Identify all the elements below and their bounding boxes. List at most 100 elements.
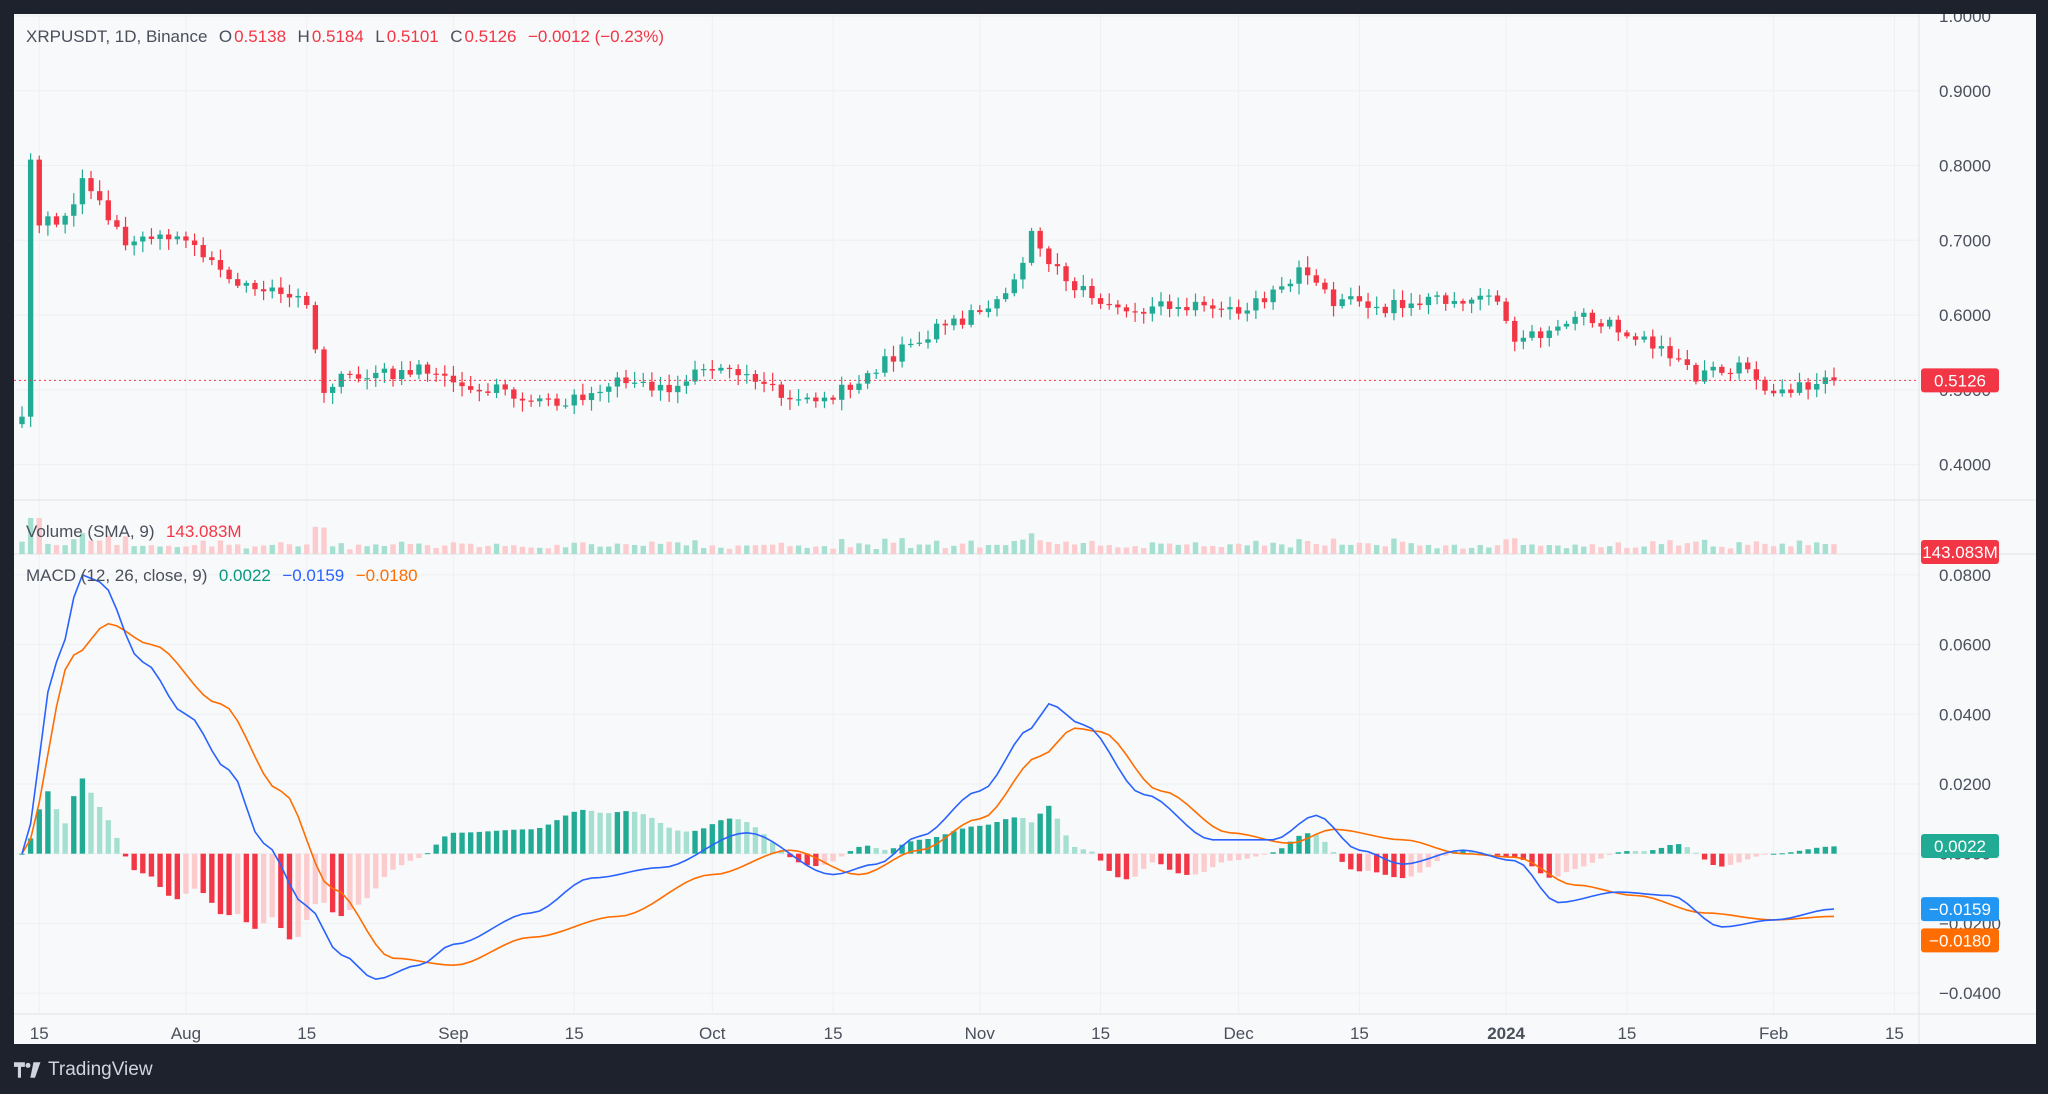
macd-histogram-bar bbox=[468, 832, 474, 854]
macd-histogram-bar bbox=[476, 831, 482, 854]
candle-body bbox=[1339, 299, 1345, 307]
macd-histogram-bar bbox=[649, 817, 655, 854]
macd-histogram-bar bbox=[692, 830, 698, 854]
macd-histogram-bar bbox=[1227, 853, 1233, 861]
macd-histogram-bar bbox=[329, 853, 336, 913]
chart-panel[interactable]: 1.00000.90000.80000.70000.60000.50000.40… bbox=[14, 14, 2036, 1044]
volume-bar bbox=[459, 543, 465, 554]
candle-body bbox=[1814, 383, 1820, 390]
candle-body bbox=[226, 269, 232, 280]
volume-bar bbox=[1184, 544, 1190, 554]
volume-bar bbox=[1520, 545, 1527, 554]
time-tick-label: 2024 bbox=[1487, 1024, 1525, 1043]
candle-body bbox=[1451, 300, 1458, 304]
candle-body bbox=[813, 397, 819, 402]
candle-body bbox=[1512, 320, 1518, 342]
time-tick-label: Nov bbox=[965, 1024, 996, 1043]
macd-histogram-bar bbox=[1632, 851, 1639, 854]
price-badge-bg bbox=[1921, 368, 1999, 393]
volume-bar bbox=[1641, 546, 1647, 554]
candle-body bbox=[459, 382, 465, 387]
macd-histogram-bar bbox=[1115, 853, 1121, 878]
macd-tick-label: −0.0400 bbox=[1939, 984, 2001, 1003]
volume-bar bbox=[744, 545, 750, 554]
candle-body bbox=[27, 159, 34, 417]
volume-bar bbox=[1572, 544, 1578, 554]
volume-bar bbox=[157, 546, 163, 554]
macd-histogram-bar bbox=[1365, 853, 1371, 871]
macd-histogram-bar bbox=[1762, 853, 1768, 855]
candle-body bbox=[53, 216, 60, 225]
volume-bar bbox=[1054, 544, 1061, 554]
macd-histogram-bar bbox=[951, 831, 957, 854]
chart-canvas[interactable]: 1.00000.90000.80000.70000.60000.50000.40… bbox=[14, 14, 2036, 1044]
macd-histogram-bar bbox=[787, 853, 793, 858]
candle-body bbox=[951, 318, 957, 326]
macd-histogram-bar bbox=[830, 853, 836, 862]
volume-bar bbox=[1606, 546, 1613, 554]
macd-histogram-bar bbox=[1788, 852, 1794, 854]
candle-body bbox=[1235, 307, 1242, 314]
macd-histogram-bar bbox=[528, 829, 534, 854]
volume-bar bbox=[286, 544, 293, 554]
macd-histogram-bar bbox=[416, 853, 422, 858]
candle-body bbox=[778, 384, 784, 398]
candle-body bbox=[1788, 389, 1794, 393]
volume-bar bbox=[864, 544, 871, 554]
macd-histogram-bar bbox=[977, 825, 983, 854]
volume-bar bbox=[243, 548, 250, 554]
volume-bar bbox=[45, 543, 51, 554]
candle-body bbox=[1210, 305, 1216, 309]
macd-histogram-bar bbox=[537, 827, 543, 854]
candle-body bbox=[1624, 332, 1630, 337]
volume-bar bbox=[1374, 544, 1380, 554]
volume-bar bbox=[649, 541, 655, 554]
macd-histogram-bar bbox=[657, 822, 664, 854]
candle-body bbox=[1080, 286, 1086, 291]
volume-bar bbox=[62, 545, 68, 554]
candle-body bbox=[1408, 303, 1414, 309]
volume-bar bbox=[1589, 544, 1596, 554]
volume-bar bbox=[925, 544, 931, 554]
candle-body bbox=[71, 204, 77, 216]
macd-histogram-bar bbox=[1822, 846, 1829, 854]
candle-body bbox=[209, 257, 215, 261]
candle-body bbox=[1304, 267, 1311, 276]
macd-histogram-bar bbox=[1814, 847, 1820, 854]
volume-bar bbox=[1710, 546, 1716, 554]
volume-bar bbox=[1727, 548, 1734, 554]
volume-bar bbox=[1046, 542, 1052, 554]
volume-bar bbox=[1391, 538, 1397, 554]
macd-histogram-bar bbox=[347, 853, 353, 910]
brand-name[interactable]: TradingView bbox=[48, 1059, 153, 1080]
candle-body bbox=[140, 236, 146, 242]
candle-body bbox=[1011, 279, 1017, 294]
macd-histogram-bar bbox=[1279, 848, 1285, 854]
candle-body bbox=[1632, 336, 1639, 340]
candle-body bbox=[1417, 303, 1423, 306]
candle-body bbox=[485, 391, 491, 393]
volume-bar bbox=[1141, 548, 1147, 554]
macd-histogram-bar bbox=[571, 811, 577, 854]
candle-body bbox=[1503, 301, 1509, 321]
macd-histogram-bar bbox=[1512, 853, 1518, 858]
candle-body bbox=[718, 367, 724, 371]
volume-bar bbox=[951, 545, 957, 554]
macd-histogram-bar bbox=[355, 853, 362, 905]
volume-bar bbox=[200, 540, 206, 554]
macd-histogram-bar bbox=[260, 853, 267, 924]
candle-body bbox=[1348, 296, 1354, 300]
macd-histogram-bar bbox=[79, 778, 86, 854]
footer[interactable]: TradingView bbox=[14, 1058, 153, 1082]
candle-body bbox=[882, 356, 888, 373]
macd-histogram-bar bbox=[1322, 841, 1328, 854]
macd-histogram-bar bbox=[390, 853, 396, 870]
macd-histogram-bar bbox=[1201, 853, 1207, 872]
candle-body bbox=[1460, 300, 1466, 304]
candle-body bbox=[761, 381, 767, 384]
time-tick-label: 15 bbox=[1091, 1024, 1110, 1043]
candle-body bbox=[1770, 390, 1777, 394]
volume-bar bbox=[1072, 544, 1078, 554]
candle-body bbox=[235, 279, 241, 286]
volume-bar bbox=[321, 527, 327, 554]
